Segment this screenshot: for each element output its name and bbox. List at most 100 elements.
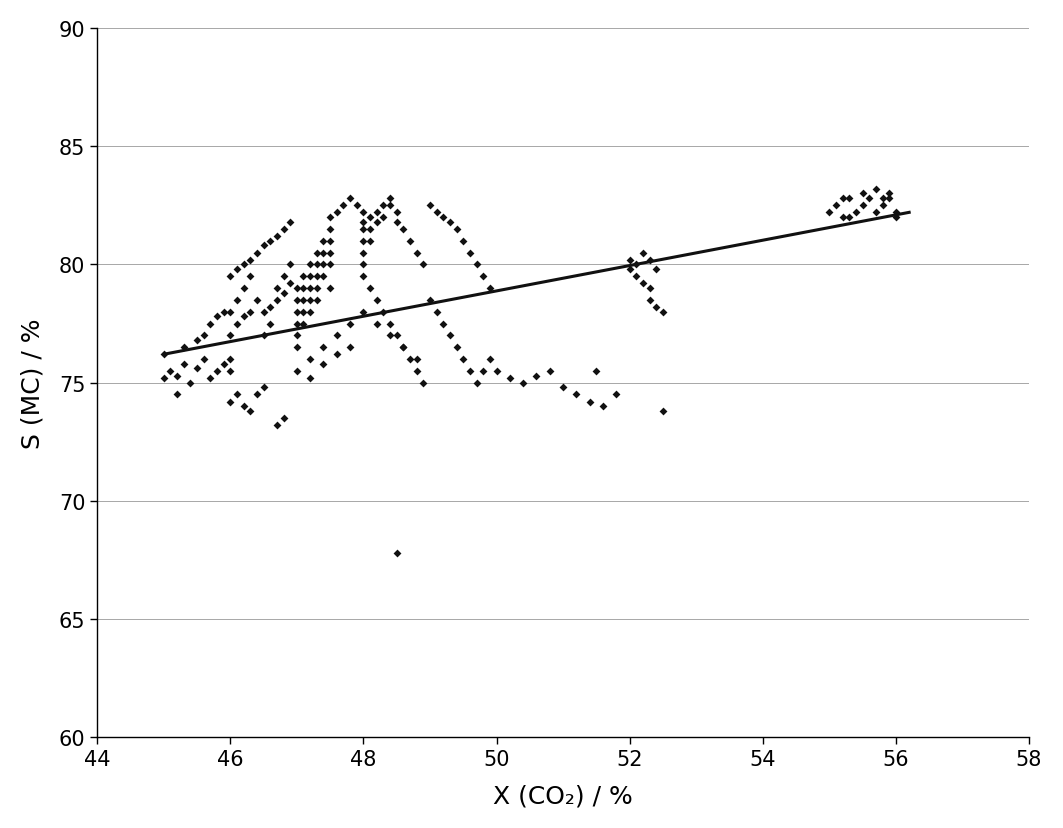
Point (355, 247, 372, 260)
Point (294, 306, 311, 319)
Point (222, 365, 239, 378)
Point (388, 546, 405, 560)
Point (502, 372, 519, 385)
Point (641, 253, 658, 267)
Point (841, 211, 858, 224)
Point (834, 192, 851, 205)
Point (294, 282, 311, 296)
Point (375, 306, 392, 319)
Point (368, 206, 385, 219)
Point (255, 381, 272, 394)
Point (408, 247, 425, 260)
Point (335, 200, 352, 213)
Point (382, 200, 399, 213)
Point (222, 270, 239, 283)
Point (394, 341, 411, 354)
Point (315, 258, 332, 272)
Point (169, 388, 186, 402)
Point (475, 270, 492, 283)
Point (302, 258, 319, 272)
Point (528, 369, 545, 383)
Point (834, 211, 851, 224)
Point (402, 235, 419, 248)
Point (888, 206, 905, 219)
Point (541, 365, 558, 378)
Point (222, 306, 239, 319)
Point (308, 294, 325, 307)
Point (275, 223, 292, 236)
Point (394, 223, 411, 236)
Point (328, 349, 345, 362)
Point (175, 341, 192, 354)
Point (655, 306, 672, 319)
Point (315, 235, 332, 248)
Point (202, 372, 219, 385)
Point (241, 253, 258, 267)
Point (315, 270, 332, 283)
Point (328, 330, 345, 343)
Point (275, 286, 292, 300)
Point (355, 306, 372, 319)
Point (355, 270, 372, 283)
Point (355, 235, 372, 248)
Point (222, 330, 239, 343)
Point (594, 400, 611, 413)
Point (635, 277, 652, 291)
Point (196, 330, 213, 343)
Point (867, 206, 884, 219)
Point (261, 317, 279, 330)
Point (421, 294, 438, 307)
Point (847, 206, 864, 219)
Point (341, 341, 358, 354)
Point (196, 353, 213, 366)
Point (235, 400, 252, 413)
Point (282, 216, 299, 229)
Point (821, 206, 838, 219)
Point (449, 341, 466, 354)
Point (241, 405, 258, 418)
Point (308, 247, 325, 260)
Point (455, 353, 472, 366)
Point (341, 317, 358, 330)
Point (215, 358, 232, 371)
Point (235, 310, 252, 324)
Point (315, 358, 332, 371)
Y-axis label: S (MC) / %: S (MC) / % (21, 318, 45, 448)
Point (222, 396, 239, 409)
Point (628, 258, 645, 272)
Point (275, 270, 292, 283)
Point (468, 377, 485, 390)
Point (449, 223, 466, 236)
Point (302, 270, 319, 283)
Point (368, 317, 385, 330)
Point (322, 247, 339, 260)
Point (647, 301, 664, 314)
Point (155, 372, 172, 385)
Point (268, 230, 285, 243)
Point (382, 192, 399, 205)
Point (235, 282, 252, 296)
Point (608, 388, 625, 402)
Point (415, 377, 432, 390)
Point (268, 419, 285, 432)
Point (361, 235, 378, 248)
Point (302, 294, 319, 307)
Point (328, 206, 345, 219)
Point (255, 239, 272, 253)
Point (308, 270, 325, 283)
Point (382, 330, 399, 343)
Point (308, 258, 325, 272)
Point (229, 388, 246, 402)
Point (215, 306, 232, 319)
Point (182, 377, 199, 390)
Point (169, 369, 186, 383)
Point (621, 263, 638, 277)
Point (302, 306, 319, 319)
Point (355, 223, 372, 236)
Point (188, 363, 205, 376)
Point (229, 317, 246, 330)
Point (268, 294, 285, 307)
Point (361, 211, 378, 224)
Point (268, 282, 285, 296)
Point (435, 317, 452, 330)
